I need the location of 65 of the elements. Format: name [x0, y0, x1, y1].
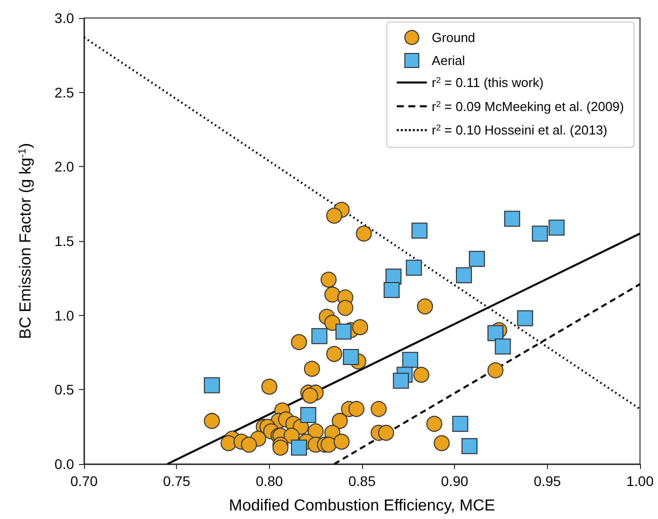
point: [468, 250, 485, 267]
y-tick-label: 0.5: [54, 382, 74, 398]
point: [378, 424, 394, 441]
point: [337, 300, 354, 316]
x-tick-label: 0.75: [163, 473, 191, 489]
point: [335, 324, 352, 340]
x-tick-label: 0.85: [348, 473, 376, 489]
point: [240, 436, 257, 453]
point: [406, 260, 422, 276]
point: [504, 210, 520, 227]
point: [532, 226, 548, 242]
point: [342, 348, 359, 365]
point: [434, 435, 450, 452]
x-tick-label: 0.70: [70, 473, 98, 489]
point: [261, 378, 278, 395]
point: [426, 416, 442, 432]
x-tick-label: 0.80: [256, 473, 284, 489]
point: [494, 338, 511, 355]
point: [320, 272, 337, 288]
y-tick-label: 3.0: [54, 10, 74, 26]
point: [326, 208, 342, 224]
point: [324, 286, 340, 303]
point: [392, 372, 409, 389]
point: [220, 435, 237, 452]
x-axis-title: Modified Combustion Efficiency, MCE: [228, 498, 496, 514]
point: [384, 282, 400, 298]
point: [290, 440, 307, 456]
y-tick-label: 2.5: [54, 84, 74, 100]
point: [370, 400, 387, 417]
point: [356, 226, 372, 242]
point: [272, 440, 288, 456]
point: [517, 310, 534, 326]
point: [300, 406, 316, 423]
point: [311, 328, 328, 344]
point: [411, 222, 428, 239]
x-tick-label: 1.00: [626, 473, 654, 489]
legend-label: Aerial: [432, 53, 466, 68]
point: [204, 377, 220, 394]
point: [548, 220, 565, 236]
point: [352, 319, 368, 336]
point: [461, 438, 478, 454]
point: [291, 334, 307, 350]
y-axis-title: BC Emission Factor (g kg-1): [18, 143, 34, 339]
point: [334, 434, 350, 450]
point: [487, 362, 504, 378]
point: [348, 400, 364, 417]
y-tick-label: 2.0: [54, 158, 74, 175]
legend-label: Ground: [432, 30, 476, 45]
y-tick-label: 1.0: [54, 307, 74, 324]
point: [302, 388, 318, 404]
point: [326, 346, 342, 362]
point: [204, 412, 220, 429]
y-tick-label: 0.0: [54, 456, 74, 472]
point: [332, 412, 348, 429]
point: [452, 416, 468, 432]
x-tick-label: 0.95: [534, 473, 562, 489]
point: [487, 325, 504, 342]
point: [304, 360, 320, 377]
point: [413, 366, 430, 383]
point: [320, 436, 337, 453]
y-tick-label: 1.5: [54, 233, 74, 249]
point: [402, 352, 418, 368]
x-tick-label: 0.90: [441, 473, 469, 489]
point: [417, 298, 434, 314]
point: [456, 267, 472, 284]
